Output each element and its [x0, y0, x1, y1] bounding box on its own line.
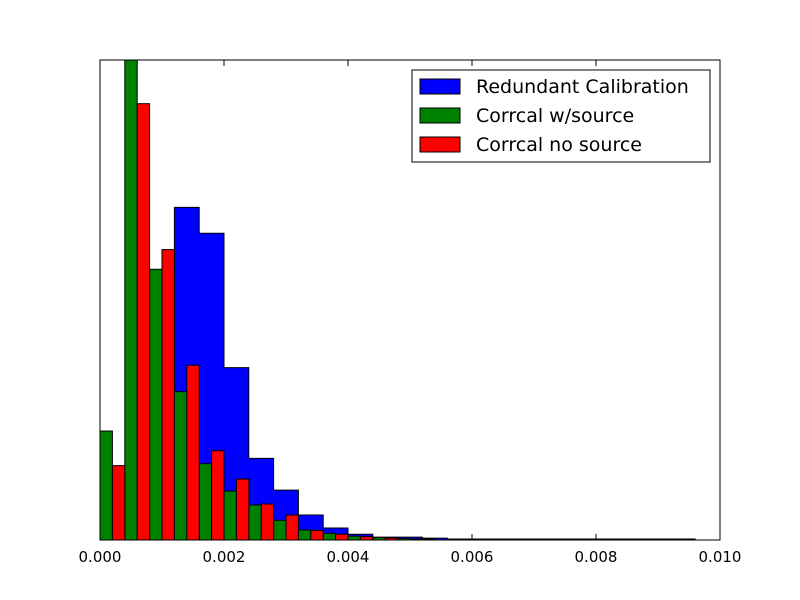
- bars-group: [99, 59, 696, 541]
- corrcal-no-source-bar-4: [211, 450, 225, 541]
- x-tick-label: 0.004: [327, 548, 370, 566]
- x-tick-label: 0.008: [575, 548, 618, 566]
- corrcal-w-source-bar-2: [149, 268, 163, 541]
- corrcal-w-source-bar-7: [273, 519, 287, 541]
- x-tick-label: 0.010: [699, 548, 742, 566]
- corrcal-no-source-bar-2: [161, 249, 175, 541]
- x-tick-label: 0.000: [79, 548, 122, 566]
- corrcal-w-source-bar-5: [223, 490, 237, 541]
- corrcal-w-source-bar-3: [173, 391, 188, 541]
- corrcal-w-source-bar-6: [248, 504, 262, 541]
- corrcal-w-source-bar-8: [297, 529, 312, 541]
- corrcal-no-source-bar-7: [285, 514, 299, 541]
- corrcal-w-source-bar-9: [322, 532, 337, 541]
- corrcal-no-source-bar-0: [111, 465, 126, 541]
- corrcal-w-source-bar-4: [198, 463, 213, 541]
- legend-swatch-3: [419, 136, 461, 153]
- corrcal-no-source-bar-10: [359, 536, 374, 541]
- legend: Redundant Calibration Corrcal w/source Cor…: [411, 69, 711, 163]
- legend-swatch-1: [419, 78, 461, 95]
- corrcal-no-source-bar-6: [260, 503, 275, 541]
- corrcal-w-source-bar-0: [99, 430, 113, 541]
- legend-label-3: Corrcal no source: [476, 134, 642, 156]
- corrcal-no-source-bar-1: [136, 103, 151, 541]
- corrcal-w-source-bar-10: [347, 535, 361, 541]
- legend-label-1: Redundant Calibration: [476, 76, 689, 98]
- legend-box: [411, 69, 711, 163]
- corrcal-w-source-bar-1: [124, 59, 138, 541]
- redundant-calibration-histogram: [99, 206, 696, 541]
- x-tick-label: 0.006: [451, 548, 494, 566]
- corrcal-no-source-bar-3: [186, 364, 200, 541]
- legend-swatch-2: [419, 107, 461, 124]
- corrcal-no-source-bar-8: [310, 529, 324, 541]
- legend-label-2: Corrcal w/source: [476, 105, 634, 127]
- x-tick-label: 0.002: [203, 548, 246, 566]
- x-axis-ticks: 0.000 0.002 0.004 0.006 0.008 0.010: [79, 60, 742, 566]
- plot-frame: [99, 59, 721, 541]
- corrcal-no-source-bar-9: [335, 533, 349, 541]
- corrcal-no-source-bar-5: [235, 478, 250, 541]
